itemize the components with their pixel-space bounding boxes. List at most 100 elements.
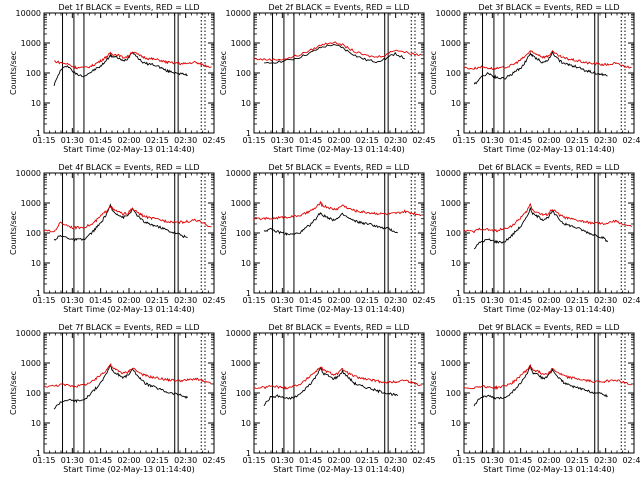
plot-frame bbox=[43, 172, 215, 294]
y-axis-label: Counts/sec bbox=[429, 211, 438, 255]
panel-8: Det 8f BLACK = Events, RED = LLD 1 10 100 10… bbox=[219, 323, 436, 474]
x-tick-label: 01:15 bbox=[452, 136, 475, 145]
lld-series-line bbox=[43, 205, 212, 233]
y-tick-label: 10 bbox=[451, 259, 461, 268]
x-tick-label: 02:30 bbox=[174, 136, 197, 145]
x-tick-label: 02:00 bbox=[537, 456, 560, 465]
x-tick-label: 01:30 bbox=[481, 136, 504, 145]
x-axis-label: Start Time (02-May-13 01:14:40) bbox=[483, 465, 614, 474]
x-tick-label: 02:15 bbox=[146, 296, 169, 305]
y-tick-label: 1000 bbox=[231, 39, 251, 48]
x-tick-label: 02:00 bbox=[117, 296, 140, 305]
x-axis-label: Start Time (02-May-13 01:14:40) bbox=[273, 465, 404, 474]
x-tick-label: 01:45 bbox=[509, 136, 532, 145]
plot-frame bbox=[463, 332, 635, 454]
plot-frame bbox=[463, 172, 635, 294]
x-axis-label: Start Time (02-May-13 01:14:40) bbox=[63, 305, 194, 314]
x-tick-label: 02:15 bbox=[146, 456, 169, 465]
x-tick-label: 01:30 bbox=[61, 296, 84, 305]
panel-2: Det 2f BLACK = Events, RED = LLD 1 10 100 10… bbox=[219, 3, 436, 154]
plot-frame bbox=[43, 332, 215, 454]
y-tick-label: 10000 bbox=[16, 329, 41, 338]
y-axis-label: Counts/sec bbox=[9, 51, 18, 95]
lld-series-line bbox=[43, 362, 212, 388]
x-tick-label: 02:45 bbox=[622, 296, 640, 305]
x-tick-label: 02:15 bbox=[566, 136, 589, 145]
x-tick-label: 02:30 bbox=[384, 136, 407, 145]
x-tick-label: 02:30 bbox=[174, 456, 197, 465]
x-tick-label: 01:15 bbox=[242, 296, 265, 305]
y-axis-label: Counts/sec bbox=[219, 211, 228, 255]
x-tick-label: 02:45 bbox=[202, 456, 225, 465]
x-tick-label: 02:15 bbox=[566, 456, 589, 465]
x-tick-label: 02:30 bbox=[594, 296, 617, 305]
x-tick-label: 01:45 bbox=[299, 296, 322, 305]
x-tick-label: 02:15 bbox=[356, 136, 379, 145]
events-series-line bbox=[53, 365, 188, 410]
lld-series-line bbox=[463, 364, 632, 391]
x-tick-label: 02:45 bbox=[412, 456, 435, 465]
events-series-line bbox=[53, 52, 188, 87]
y-tick-label: 1000 bbox=[441, 199, 461, 208]
x-tick-label: 02:15 bbox=[146, 136, 169, 145]
x-tick-label: 02:30 bbox=[384, 296, 407, 305]
x-tick-label: 01:15 bbox=[32, 136, 55, 145]
x-tick-label: 01:15 bbox=[242, 456, 265, 465]
y-tick-label: 10000 bbox=[226, 9, 251, 18]
y-tick-label: 1 bbox=[246, 129, 251, 138]
y-tick-label: 1000 bbox=[441, 359, 461, 368]
x-axis-label: Start Time (02-May-13 01:14:40) bbox=[63, 145, 194, 154]
panel-9: Det 9f BLACK = Events, RED = LLD 1 10 100 10… bbox=[429, 323, 640, 474]
y-tick-label: 1 bbox=[456, 289, 461, 298]
y-tick-label: 1000 bbox=[21, 199, 41, 208]
y-tick-label: 1000 bbox=[21, 39, 41, 48]
y-axis-label: Counts/sec bbox=[219, 51, 228, 95]
y-tick-label: 1 bbox=[456, 129, 461, 138]
x-tick-label: 01:45 bbox=[89, 136, 112, 145]
events-series-line bbox=[473, 206, 608, 250]
y-tick-label: 1 bbox=[456, 449, 461, 458]
x-axis-label: Start Time (02-May-13 01:14:40) bbox=[483, 145, 614, 154]
x-tick-label: 02:00 bbox=[537, 296, 560, 305]
x-tick-label: 02:00 bbox=[117, 456, 140, 465]
x-tick-label: 01:45 bbox=[509, 296, 532, 305]
y-tick-label: 1 bbox=[246, 289, 251, 298]
x-tick-label: 01:30 bbox=[61, 456, 84, 465]
y-tick-label: 100 bbox=[236, 389, 251, 398]
panel-title: Det 3f BLACK = Events, RED = LLD bbox=[478, 3, 619, 12]
events-series-line bbox=[53, 203, 188, 242]
x-axis-label: Start Time (02-May-13 01:14:40) bbox=[63, 465, 194, 474]
y-tick-label: 10 bbox=[451, 99, 461, 108]
y-tick-label: 10 bbox=[31, 419, 41, 428]
x-axis-label: Start Time (02-May-13 01:14:40) bbox=[273, 305, 404, 314]
plot-frame bbox=[43, 12, 215, 134]
x-tick-label: 01:45 bbox=[299, 456, 322, 465]
x-tick-label: 01:30 bbox=[481, 456, 504, 465]
y-tick-label: 100 bbox=[26, 389, 41, 398]
x-tick-label: 02:15 bbox=[356, 456, 379, 465]
y-axis-label: Counts/sec bbox=[429, 371, 438, 415]
y-tick-label: 10000 bbox=[226, 329, 251, 338]
x-tick-label: 01:15 bbox=[452, 456, 475, 465]
y-tick-label: 10000 bbox=[436, 169, 461, 178]
y-axis-label: Counts/sec bbox=[9, 211, 18, 255]
x-tick-label: 01:45 bbox=[89, 296, 112, 305]
y-tick-label: 10000 bbox=[226, 169, 251, 178]
y-tick-label: 10 bbox=[241, 419, 251, 428]
x-axis-label: Start Time (02-May-13 01:14:40) bbox=[273, 145, 404, 154]
panel-title: Det 7f BLACK = Events, RED = LLD bbox=[58, 323, 199, 332]
y-tick-label: 10000 bbox=[16, 169, 41, 178]
events-series-line bbox=[264, 44, 405, 64]
x-tick-label: 01:45 bbox=[89, 456, 112, 465]
x-tick-label: 01:15 bbox=[32, 456, 55, 465]
panel-title: Det 5f BLACK = Events, RED = LLD bbox=[268, 163, 409, 172]
events-series-line bbox=[473, 49, 608, 85]
panel-title: Det 2f BLACK = Events, RED = LLD bbox=[268, 3, 409, 12]
x-tick-label: 01:30 bbox=[271, 296, 294, 305]
x-tick-label: 02:15 bbox=[356, 296, 379, 305]
x-tick-label: 02:45 bbox=[202, 136, 225, 145]
y-tick-label: 100 bbox=[236, 229, 251, 238]
plot-frame bbox=[463, 12, 635, 134]
x-tick-label: 01:30 bbox=[481, 296, 504, 305]
y-tick-label: 10 bbox=[31, 99, 41, 108]
